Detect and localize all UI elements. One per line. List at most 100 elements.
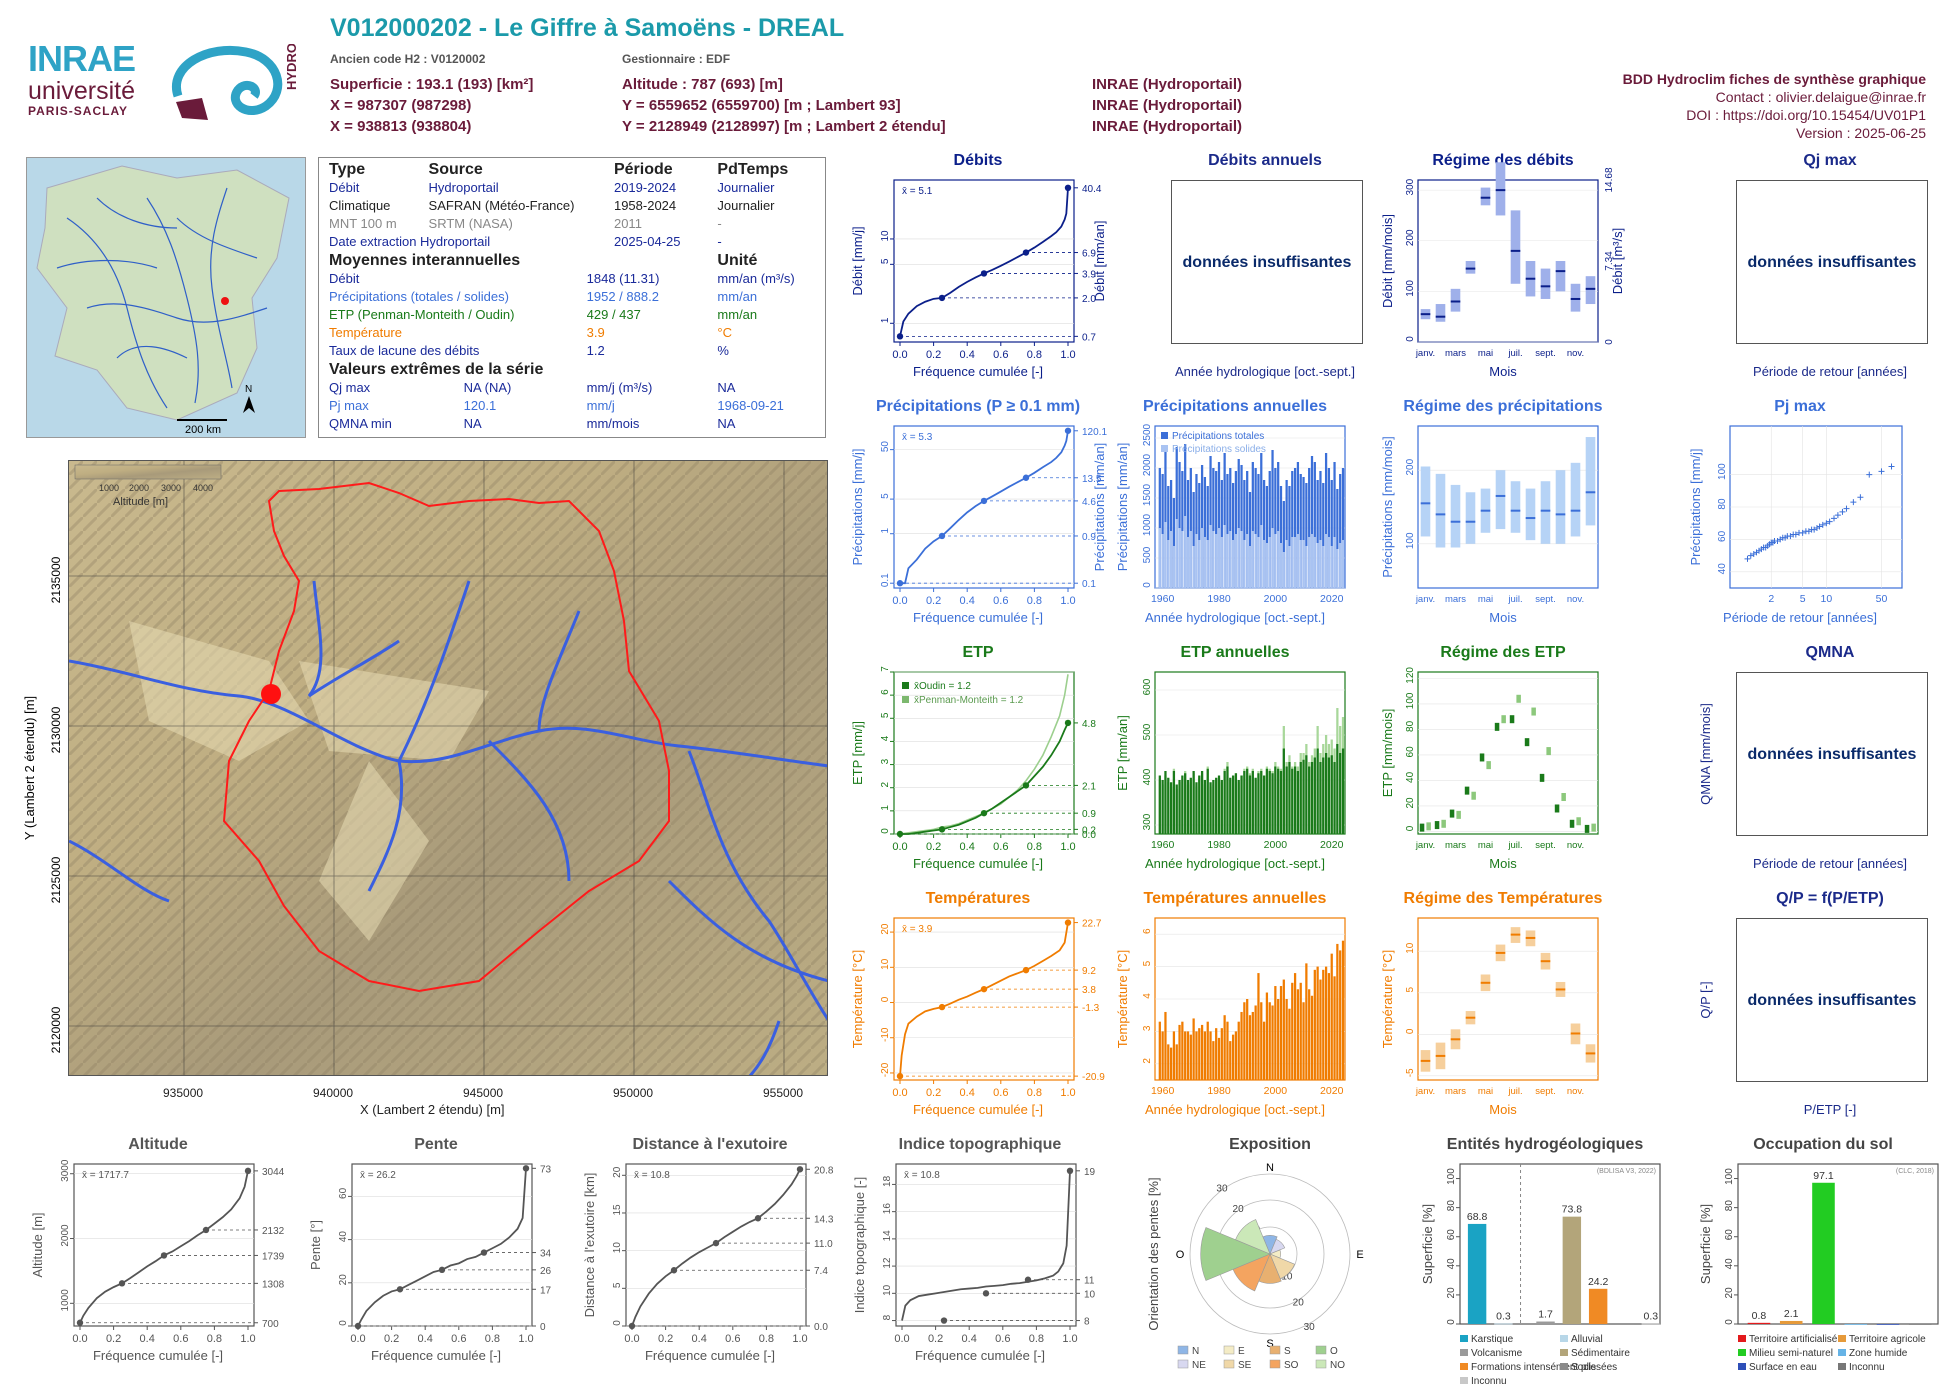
header-credits: BDD Hydroclim fiches de synthèse graphiq…: [1623, 70, 1926, 142]
bar-oudin: [1181, 775, 1184, 834]
bar-total: [1229, 468, 1232, 588]
y-axis-label: Orientation des pentes [%]: [1146, 1177, 1161, 1330]
bar-value: [1169, 1047, 1173, 1080]
x-tick-label: mars: [1445, 840, 1466, 851]
bar-solid: [1234, 534, 1238, 588]
legend-swatch: [1738, 1349, 1746, 1356]
y-tick-label: 60: [1446, 1229, 1457, 1241]
nodata-message: données insuffisantes: [1736, 918, 1928, 1082]
bar-solid: [1282, 552, 1285, 588]
x-tick-label: 0.8: [485, 1333, 500, 1345]
river-network: [69, 580, 827, 1075]
inset-map-france[interactable]: 200 km N: [26, 157, 306, 438]
box-juin: [1495, 470, 1506, 530]
bar-value: [1319, 979, 1322, 1080]
bar-solid: [1330, 546, 1333, 588]
y-tick-label: -20: [880, 1062, 891, 1077]
y-tick-label: 10: [612, 1242, 623, 1254]
bar-solid: [1215, 534, 1218, 588]
bar-value: [1282, 979, 1285, 1080]
plot-frame: [895, 1163, 1077, 1327]
x-axis-label: Année hydrologique [oct.-sept.]: [1145, 856, 1325, 871]
bar-oudin: [1237, 780, 1240, 834]
bar-value: [1288, 1008, 1291, 1080]
legend-swatch: [1560, 1335, 1568, 1342]
bar-total: [1322, 483, 1325, 588]
cell: -: [717, 234, 722, 249]
right-tick-label: -20.9: [1082, 1072, 1105, 1083]
header-col1: Superficie : 193.1 (193) [km²] X = 98730…: [330, 74, 533, 137]
chart-etp_annuelles: ETP annuelles Année hydrologique [oct.-se…: [1115, 644, 1355, 874]
quantile-point: [940, 1317, 948, 1324]
quantile-point: [160, 1252, 168, 1259]
source-3: INRAE (Hydroportail): [1092, 118, 1242, 135]
chart-title: Températures: [925, 890, 1031, 907]
y-tick-label: 0.1: [880, 573, 891, 587]
bar-total: [1175, 447, 1178, 588]
bar-oudin: [1302, 759, 1305, 834]
y-tick-label: 5: [880, 258, 891, 264]
scatter-point: [1866, 471, 1873, 478]
cell: ETP (Penman-Monteith / Oudin): [329, 307, 515, 322]
box-janv.: [1420, 466, 1431, 537]
x-axis-label: Fréquence cumulée [-]: [92, 1348, 224, 1363]
y-tick-label: 10: [880, 230, 891, 242]
y-tick-label: 5: [880, 712, 891, 718]
right-tick-label: 2132: [262, 1226, 285, 1237]
dir-label: E: [1356, 1249, 1363, 1261]
bar-solid: [1313, 537, 1316, 588]
cell: 2025-04-25: [613, 234, 681, 249]
cell: 1958-2024: [613, 198, 677, 213]
bar-solid: [1212, 531, 1215, 588]
bar-total: [1319, 471, 1322, 588]
y2-tick-label: 0: [1604, 339, 1615, 345]
chart-title: Occupation du sol: [1753, 1136, 1893, 1153]
doi[interactable]: DOI : https://doi.org/10.15454/UV01P1: [1686, 107, 1926, 123]
marker-oudin-juin: [1494, 722, 1500, 731]
bar-total: [1336, 489, 1339, 588]
y-tick-label: 5: [880, 493, 891, 499]
bar-solid: [1254, 534, 1257, 588]
table-row: QMNA min NA mm/mois NA: [329, 415, 815, 433]
y-tick-label: 100: [1405, 532, 1416, 549]
gestionnaire: Gestionnaire : EDF: [622, 52, 731, 66]
outlet-marker[interactable]: [261, 684, 281, 704]
contact[interactable]: Contact : olivier.delaigue@inrae.fr: [1715, 89, 1926, 105]
bar-total: [1164, 450, 1167, 588]
bar-solid: [1324, 534, 1328, 588]
box-sept.: [1540, 481, 1551, 544]
right-tick-label: 0.2: [1082, 825, 1096, 836]
ring-label: 20: [1233, 1204, 1245, 1215]
y-tick-label: 5: [612, 1282, 623, 1288]
x-tick-label: 0.8: [1027, 595, 1042, 607]
bar-total: [1217, 462, 1221, 588]
chart-indice_topo: Indice topographique Fréquence cumulée [-…: [850, 1136, 1110, 1366]
bar-value: [1339, 950, 1342, 1080]
table-row: MNT 100 m SRTM (NASA) 2011 -: [329, 215, 815, 233]
bar-oudin: [1313, 757, 1316, 834]
universite-logo-text: université: [28, 77, 135, 105]
moyennes-header: Moyennes interannuelles Unité: [329, 251, 815, 270]
legend-swatch: [1460, 1363, 1468, 1370]
x-axis-label: Fréquence cumulée [-]: [912, 1102, 1044, 1117]
quantile-point: [982, 1290, 990, 1297]
x-tick-label: 2000: [1264, 1085, 1288, 1097]
cell: 120.1: [463, 398, 497, 413]
y-axis-label: Précipitations [mm/an]: [1092, 443, 1107, 572]
right-tick-label: 9.2: [1082, 966, 1096, 977]
legend-label: SO: [1284, 1360, 1299, 1371]
chart-svg: 0.0 0.2 0.4 0.6 0.8 1.0 -20 -10 0 10 20 Température…: [850, 917, 1105, 1099]
legend-swatch: [1738, 1335, 1746, 1342]
x-tick-label: sept.: [1535, 840, 1556, 851]
legend-label: Territoire agricole: [1849, 1334, 1926, 1345]
bar-total: [1279, 486, 1283, 588]
catchment-map[interactable]: 1000 2000 3000 4000 Altitude [m]: [68, 460, 828, 1076]
chart-title: Distance à l'exutoire: [632, 1136, 788, 1153]
map-x-tick: 950000: [613, 1086, 654, 1100]
bar-oudin: [1167, 777, 1170, 834]
bar-value: [1330, 953, 1333, 1080]
x-tick-label: 1.0: [1062, 1333, 1077, 1345]
legend-label: SE: [1238, 1360, 1252, 1371]
chart-svg: 0.0 0.2 0.4 0.6 0.8 1.0 8 10 12 14 16 18 Indice topo…: [852, 1163, 1096, 1345]
bar-total: [1324, 453, 1328, 588]
